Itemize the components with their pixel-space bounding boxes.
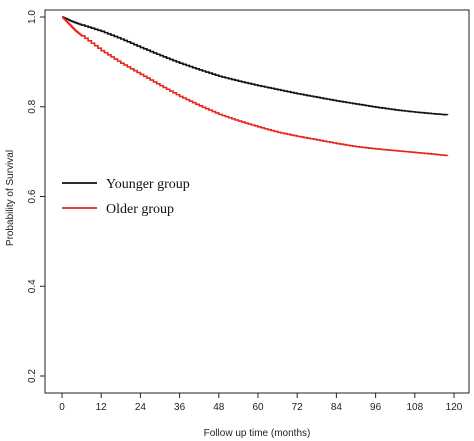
x-tick-label: 36 — [174, 402, 186, 413]
series-layer — [62, 16, 449, 157]
x-tick-label: 60 — [252, 402, 264, 413]
x-axis-title: Follow up time (months) — [204, 428, 311, 439]
axes: 0 12 24 36 48 60 72 84 96 108 120 0.2 0.4 0.6 0.8 1.0 — [27, 9, 470, 413]
x-tick-label: 84 — [331, 402, 343, 413]
y-tick-label: 1.0 — [27, 10, 38, 24]
x-tick-label: 96 — [370, 402, 382, 413]
x-tick-label: 120 — [446, 402, 463, 413]
x-tick-label: 72 — [292, 402, 304, 413]
y-tick-label: 0.2 — [27, 369, 38, 383]
plot-frame — [44, 9, 470, 394]
x-tick-label: 24 — [135, 402, 147, 413]
y-tick-label: 0.6 — [27, 189, 38, 203]
legend-label: Younger group — [106, 177, 190, 192]
legend: Younger group Older group — [62, 177, 190, 217]
x-tick-label: 12 — [96, 402, 108, 413]
series-line-younger — [62, 16, 449, 116]
legend-label: Older group — [106, 202, 174, 217]
x-tick-label: 48 — [213, 402, 225, 413]
y-axis-title: Probability of Survival — [5, 150, 16, 246]
y-tick-label: 0.4 — [27, 279, 38, 293]
x-tick-label: 108 — [406, 402, 423, 413]
series-line-older — [62, 16, 449, 157]
x-tick-label: 0 — [59, 402, 65, 413]
y-tick-label: 0.8 — [27, 99, 38, 113]
